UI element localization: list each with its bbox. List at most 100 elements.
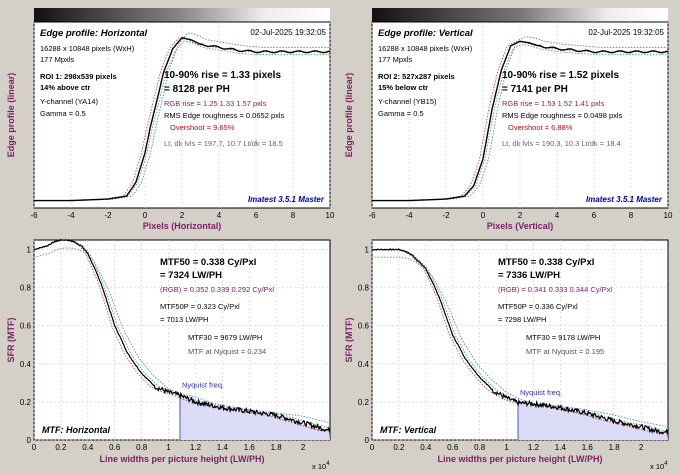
- edge-h-rms: RMS Edge roughness = 0.0652 pxls: [164, 111, 285, 120]
- edge-v-footer: Imatest 3.5.1 Master: [586, 195, 663, 204]
- y-tick-label: 0.4: [358, 360, 370, 369]
- mtf-h-rgb: (RGB) = 0.352 0.339 0.292 Cy/Pxl: [160, 285, 274, 294]
- edge-h-roi-pos: 14% above ctr: [40, 83, 91, 92]
- edge-h-gamma: Gamma = 0.5: [40, 109, 86, 118]
- edge-h-mpxls: 177 Mpxls: [40, 55, 74, 64]
- edge-h-rise: 10-90% rise = 1.33 pixels: [164, 70, 281, 81]
- edge-v-xlabel: Pixels (Vertical): [487, 221, 554, 231]
- edge-curve: [372, 40, 669, 202]
- x-tick-label: -6: [368, 211, 376, 220]
- x-tick-label: 0.6: [109, 443, 121, 452]
- mtf-h-mtf30: MTF30 = 9679 LW/PH: [188, 333, 262, 342]
- edge-ylabel-left: Edge profile (linear): [6, 73, 16, 158]
- x-tick-label: 0: [370, 443, 375, 452]
- mtf-v-mtf50: MTF50 = 0.338 Cy/Pxl: [498, 257, 594, 268]
- mtf-exponent-left: x 104: [312, 461, 330, 471]
- edge-h-rgb: RGB rise = 1.25 1.33 1.57 pxls: [164, 99, 267, 108]
- x-tick-label: 0.2: [393, 443, 405, 452]
- beyond-nyquist-fill: [180, 395, 330, 440]
- mtf-h-nyq: MTF at Nyquist = 0.234: [188, 347, 266, 356]
- mtf-v-mtf30: MTF30 = 9178 LW/PH: [526, 333, 600, 342]
- x-tick-label: 1.2: [190, 443, 202, 452]
- edge-h-levels: Lt, dk lvls = 197.7, 10.7 Lt/dk = 18.5: [164, 139, 283, 148]
- nyquist-label: Nyquist freq.: [520, 388, 562, 397]
- x-tick-label: -4: [67, 211, 75, 220]
- mtf-exponent-right: x 104: [650, 461, 668, 471]
- edge-v-title: Edge profile: Vertical: [378, 28, 473, 39]
- edge-h-channel: Y-channel (YA14): [40, 97, 98, 106]
- x-tick-label: 4: [217, 211, 222, 220]
- x-tick-label: 6: [254, 211, 259, 220]
- edge-ylabel-right: Edge profile (linear): [344, 73, 354, 158]
- edge-v-rgb: RGB rise = 1.53 1.52 1.41 pxls: [502, 99, 605, 108]
- x-tick-label: -6: [30, 211, 38, 220]
- mtf-v-corner: MTF: Vertical: [380, 425, 437, 435]
- mtf-h-corner: MTF: Horizontal: [42, 425, 110, 435]
- mtf-h-mtf50: MTF50 = 0.338 Cy/Pxl: [160, 257, 256, 268]
- x-tick-label: 0.8: [136, 443, 148, 452]
- rgb-channel-line: [372, 249, 669, 432]
- mtf-v-mtf50p: MTF50P = 0.336 Cy/Pxl: [498, 302, 578, 311]
- x-tick-label: 0: [481, 211, 486, 220]
- x-tick-label: 0: [32, 443, 37, 452]
- mtf-ylabel-left: SFR (MTF): [6, 318, 16, 363]
- edge-v-marks: -6 -4 -2 0 2 4 6 8 10: [368, 22, 673, 220]
- mtf-h-lwph: = 7324 LW/PH: [160, 270, 222, 281]
- rgb-channel-line: [33, 239, 331, 429]
- y-tick-label: 0.6: [20, 322, 32, 331]
- x-tick-label: 0.6: [447, 443, 459, 452]
- edge-v-overshoot: Overshoot = 6.88%: [508, 123, 573, 132]
- edge-v-rms: RMS Edge roughness = 0.0498 pxls: [502, 111, 623, 120]
- edge-image-strip-vertical: [372, 8, 668, 22]
- edge-v-levels: Lt, dk lvls = 190.3, 10.3 Lt/dk = 18.4: [502, 139, 621, 148]
- x-tick-label: 2: [180, 211, 185, 220]
- mtf-v-nyq: MTF at Nyquist = 0.195: [526, 347, 604, 356]
- x-tick-label: -2: [104, 211, 112, 220]
- x-tick-label: 1.4: [555, 443, 567, 452]
- mtf-curve: [33, 238, 331, 433]
- mtf-xlabel-left: Line widths per picture height (LW/PH): [99, 454, 264, 464]
- x-tick-label: -4: [405, 211, 413, 220]
- y-tick-label: 0.8: [20, 284, 32, 293]
- mtf-v-lwph: = 7336 LW/PH: [498, 270, 560, 281]
- edge-profile-horizontal-panel: -6 -4 -2 0 2 4 6 8 10 02-Jul-2025 19:32:05 Edge …: [30, 21, 335, 231]
- x-tick-label: 1.8: [609, 443, 621, 452]
- rgb-channel-line: [33, 239, 330, 431]
- x-tick-label: 10: [326, 211, 335, 220]
- y-tick-label: 0.8: [358, 284, 370, 293]
- mtf-v-mtf50p-lw: = 7298 LW/PH: [498, 315, 546, 324]
- mtf-v-rgb: (RGB) = 0.341 0.333 0.344 Cy/Pxl: [498, 285, 612, 294]
- mtf-h-mtf50p: MTF50P = 0.323 Cy/Pxl: [160, 302, 240, 311]
- edge-h-marks: -6 -4 -2 0 2 4 6 8 10: [30, 22, 335, 220]
- x-tick-label: 1: [166, 443, 171, 452]
- x-tick-label: 8: [291, 211, 296, 220]
- y-tick-label: 0: [365, 436, 370, 445]
- y-tick-label: 0.2: [20, 398, 32, 407]
- x-tick-label: 1: [504, 443, 509, 452]
- mtf-xlabel-right: Line widths per picture height (LW/PH): [437, 454, 602, 464]
- x-tick-label: 8: [629, 211, 634, 220]
- edge-v-roi-pos: 15% below ctr: [378, 83, 428, 92]
- x-tick-label: 1.4: [217, 443, 229, 452]
- x-tick-label: 0.8: [474, 443, 486, 452]
- mtf-h-mtf50p-lw: = 7013 LW/PH: [160, 315, 208, 324]
- x-tick-label: 1.2: [528, 443, 540, 452]
- edge-v-channel: Y-channel (YB15): [378, 97, 437, 106]
- edge-v-roi: ROI 2: 527x287 pixels: [378, 72, 455, 81]
- beyond-nyquist-fill: [518, 402, 668, 440]
- edge-v-mpxls: 177 Mpxls: [378, 55, 412, 64]
- edge-h-per-ph: = 8128 per PH: [164, 84, 230, 95]
- edge-v-rise: 10-90% rise = 1.52 pixels: [502, 70, 619, 81]
- x-tick-label: 6: [592, 211, 597, 220]
- edge-image-strip-horizontal: [34, 8, 330, 22]
- mtf-horizontal-panel: 0 0.2 0.4 0.6 0.8 1 1.2 1.4 1.6 1.8 2 0 0.2 0.4 0.6 0.8…: [20, 238, 331, 452]
- x-tick-label: 0.2: [55, 443, 67, 452]
- mtf-vertical-panel: 0 0.2 0.4 0.6 0.8 1 1.2 1.4 1.6 1.8 2 0 0.2 0.4 0.6 0.8…: [358, 239, 669, 452]
- x-tick-label: 1.8: [271, 443, 283, 452]
- y-tick-label: 1: [365, 246, 370, 255]
- rgb-channel-line: [372, 256, 669, 428]
- nyquist-label: Nyquist freq.: [182, 380, 224, 389]
- y-tick-label: 0.2: [358, 398, 370, 407]
- rgb-channel-line: [33, 247, 331, 424]
